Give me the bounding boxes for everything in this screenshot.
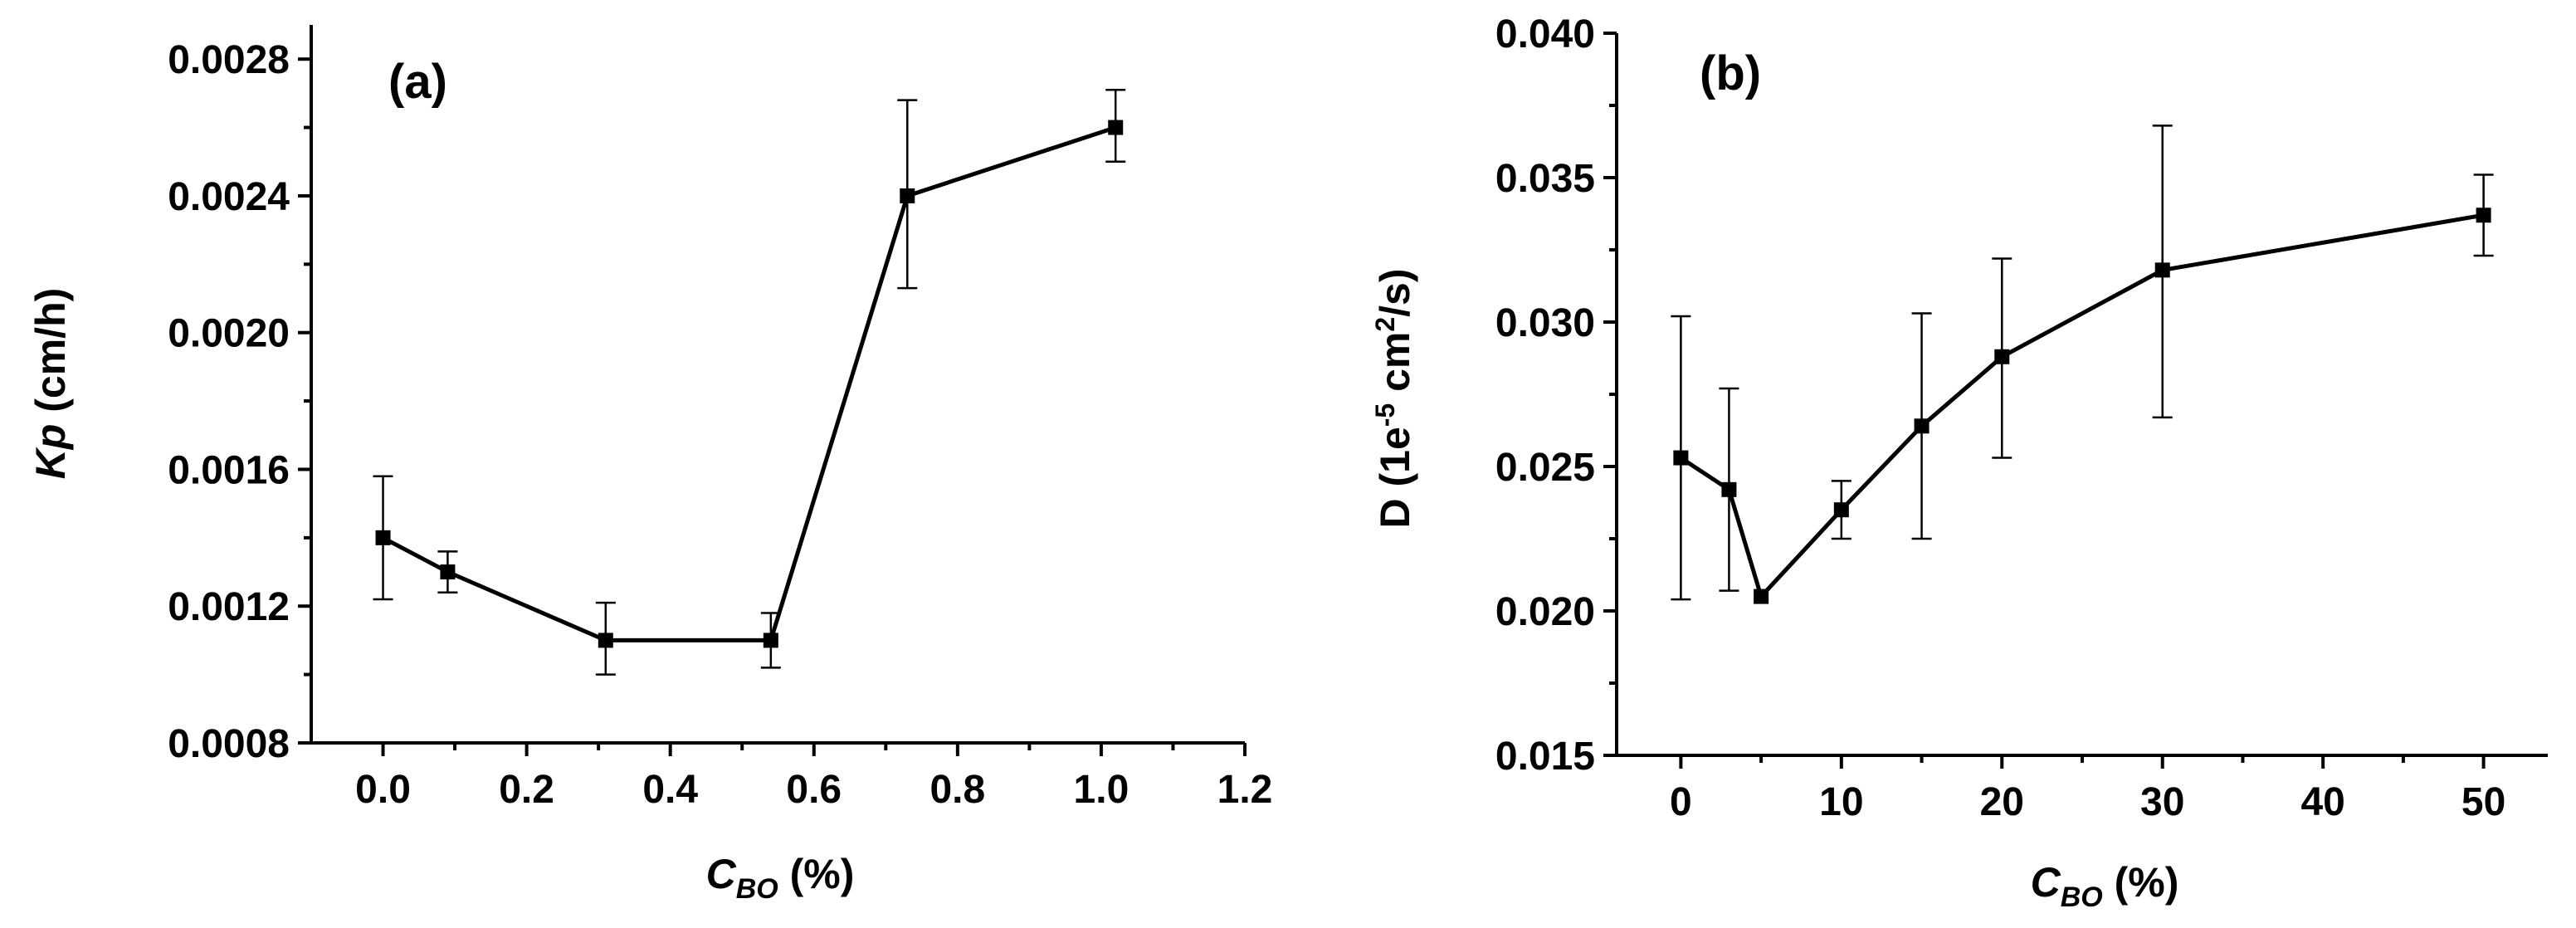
y-tick-label: 0.030 [1495,301,1595,345]
x-tick-label: 0.8 [929,768,985,812]
x-axis-title-symbol: C [706,851,737,897]
x-axis-title-unit: (%) [2103,859,2179,906]
x-tick-label: 40 [2300,780,2344,824]
data-point [1914,418,1930,434]
y-tick-label: 0.0028 [168,38,290,82]
y-axis-title-superscript: -5 [1370,403,1400,427]
x-axis-title: CBO (%) [2031,859,2179,913]
y-tick-label: 0.0020 [168,312,290,356]
x-tick-label: 0.4 [642,768,698,812]
data-point [763,633,778,648]
data-point [1833,502,1849,518]
x-tick-label: 0 [1670,780,1692,824]
y-axis-title-unit: (cm/h) [27,288,74,424]
x-tick-label: 1.2 [1217,768,1273,812]
y-axis-title-text: cm [1372,332,1418,403]
x-tick-label: 0.0 [355,768,411,812]
panel-label: (a) [388,55,447,109]
y-tick-label: 0.0008 [168,722,290,766]
chart-panel-a: 0.0008 0.0012 0.0016 0.0020 0.0024 0.0028 0.0 0… [27,25,1272,905]
data-point [900,188,915,203]
y-axis-title-superscript: 2 [1370,317,1400,332]
x-tick-label: 30 [2140,780,2184,824]
y-tick-label: 0.040 [1495,12,1595,56]
y-axis-title-symbol: Kp [27,424,74,480]
data-point [375,530,391,545]
x-tick-label: 0.6 [786,768,842,812]
series-line [1680,212,2485,601]
data-point [1721,481,1737,497]
data-point [2476,208,2491,223]
data-point [1754,589,1769,604]
y-axis-title-text: /s) [1372,268,1418,316]
data-point [1673,450,1689,466]
y-tick-label: 0.0024 [168,175,290,219]
x-tick-label: 20 [1980,780,2024,824]
data-point [598,633,613,648]
y-tick-label: 0.015 [1495,735,1595,779]
x-axis-title-symbol: C [2031,859,2061,906]
x-axis-title-unit: (%) [778,851,855,897]
y-axis-title-text: D (1e [1372,427,1418,528]
x-axis-title-subscript: BO [736,873,778,905]
data-point [1994,349,2010,364]
x-axis-title: CBO (%) [706,851,855,905]
y-tick-label: 0.0012 [168,585,290,629]
chart-panel-b: 0.015 0.020 0.025 0.030 0.035 0.040 0 10 20 30 40 5… [1370,12,2548,913]
y-tick-label: 0.0016 [168,448,290,492]
x-tick-label: 10 [1819,780,1863,824]
data-point [440,564,456,580]
data-point [2154,262,2170,278]
y-tick-label: 0.035 [1495,157,1595,201]
series-line [382,125,1116,642]
x-tick-label: 0.2 [499,768,554,812]
x-tick-label: 50 [2461,780,2505,824]
x-tick-label: 1.0 [1074,768,1129,812]
panel-label: (b) [1700,46,1761,100]
data-point [1108,120,1124,135]
y-tick-label: 0.025 [1495,446,1595,490]
y-axis-title: D (1e-5 cm2/s) [1370,268,1418,528]
x-axis-title-subscript: BO [2061,882,2103,913]
y-axis-title: Kp (cm/h) [27,288,74,480]
y-tick-label: 0.020 [1495,590,1595,634]
